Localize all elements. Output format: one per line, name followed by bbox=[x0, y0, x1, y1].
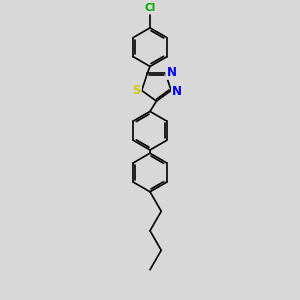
Text: N: N bbox=[167, 66, 176, 79]
Text: S: S bbox=[132, 84, 141, 97]
Text: N: N bbox=[172, 85, 182, 98]
Text: Cl: Cl bbox=[144, 3, 156, 13]
